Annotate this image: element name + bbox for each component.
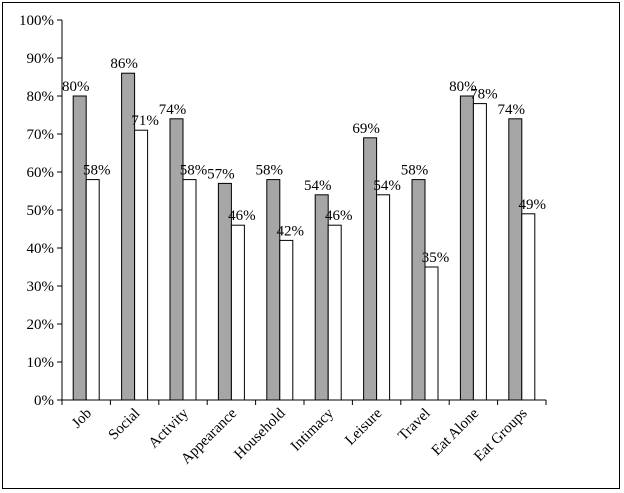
data-label: 35% [422,250,450,266]
y-tick-label: 100% [19,13,54,29]
category-label: Intimacy [288,405,337,454]
bar [85,179,100,401]
category-label: Eat Groups [471,405,530,464]
category-label: Job [69,406,95,432]
bar [279,239,294,401]
data-label: 42% [277,223,305,239]
data-label: 80% [449,79,477,95]
bar [411,179,426,401]
bar [314,194,329,401]
data-label: 46% [325,208,353,224]
y-tick-label: 10% [27,355,55,371]
category-label: Activity [146,405,192,451]
data-label: 71% [131,113,159,129]
bar [376,194,391,401]
bar [134,129,149,401]
data-label: 74% [159,102,187,118]
bar [472,103,487,401]
bar [182,179,197,401]
y-tick-label: 60% [27,165,55,181]
y-tick-label: 40% [27,241,55,257]
bar [459,95,474,401]
data-label: 49% [519,197,547,213]
category-label: Travel [395,406,434,445]
bar [72,95,87,401]
category-label: Leisure [342,405,385,448]
data-label: 58% [83,163,111,179]
bar [230,224,245,401]
y-tick-label: 20% [27,317,55,333]
data-label: 57% [207,166,235,182]
y-tick-label: 70% [27,127,55,143]
data-label: 46% [228,208,256,224]
bar [169,118,184,401]
y-tick-label: 90% [27,51,55,67]
data-label: 54% [373,178,401,194]
bar [266,179,281,401]
bar [424,266,439,401]
category-label: Household [231,405,289,463]
y-tick-label: 30% [27,279,55,295]
data-label: 80% [62,79,90,95]
y-tick-label: 80% [27,89,55,105]
data-label: 86% [110,56,138,72]
data-label: 58% [180,163,208,179]
data-label: 58% [256,163,284,179]
y-tick-label: 0% [34,393,54,409]
category-label: Social [106,406,144,444]
bar [521,213,536,401]
data-label: 54% [304,178,332,194]
data-label: 58% [401,163,429,179]
data-label: 78% [470,87,498,103]
bar [508,118,523,401]
bar [327,224,342,401]
data-label: 69% [352,121,380,137]
data-label: 74% [498,102,526,118]
y-tick-label: 50% [27,203,55,219]
